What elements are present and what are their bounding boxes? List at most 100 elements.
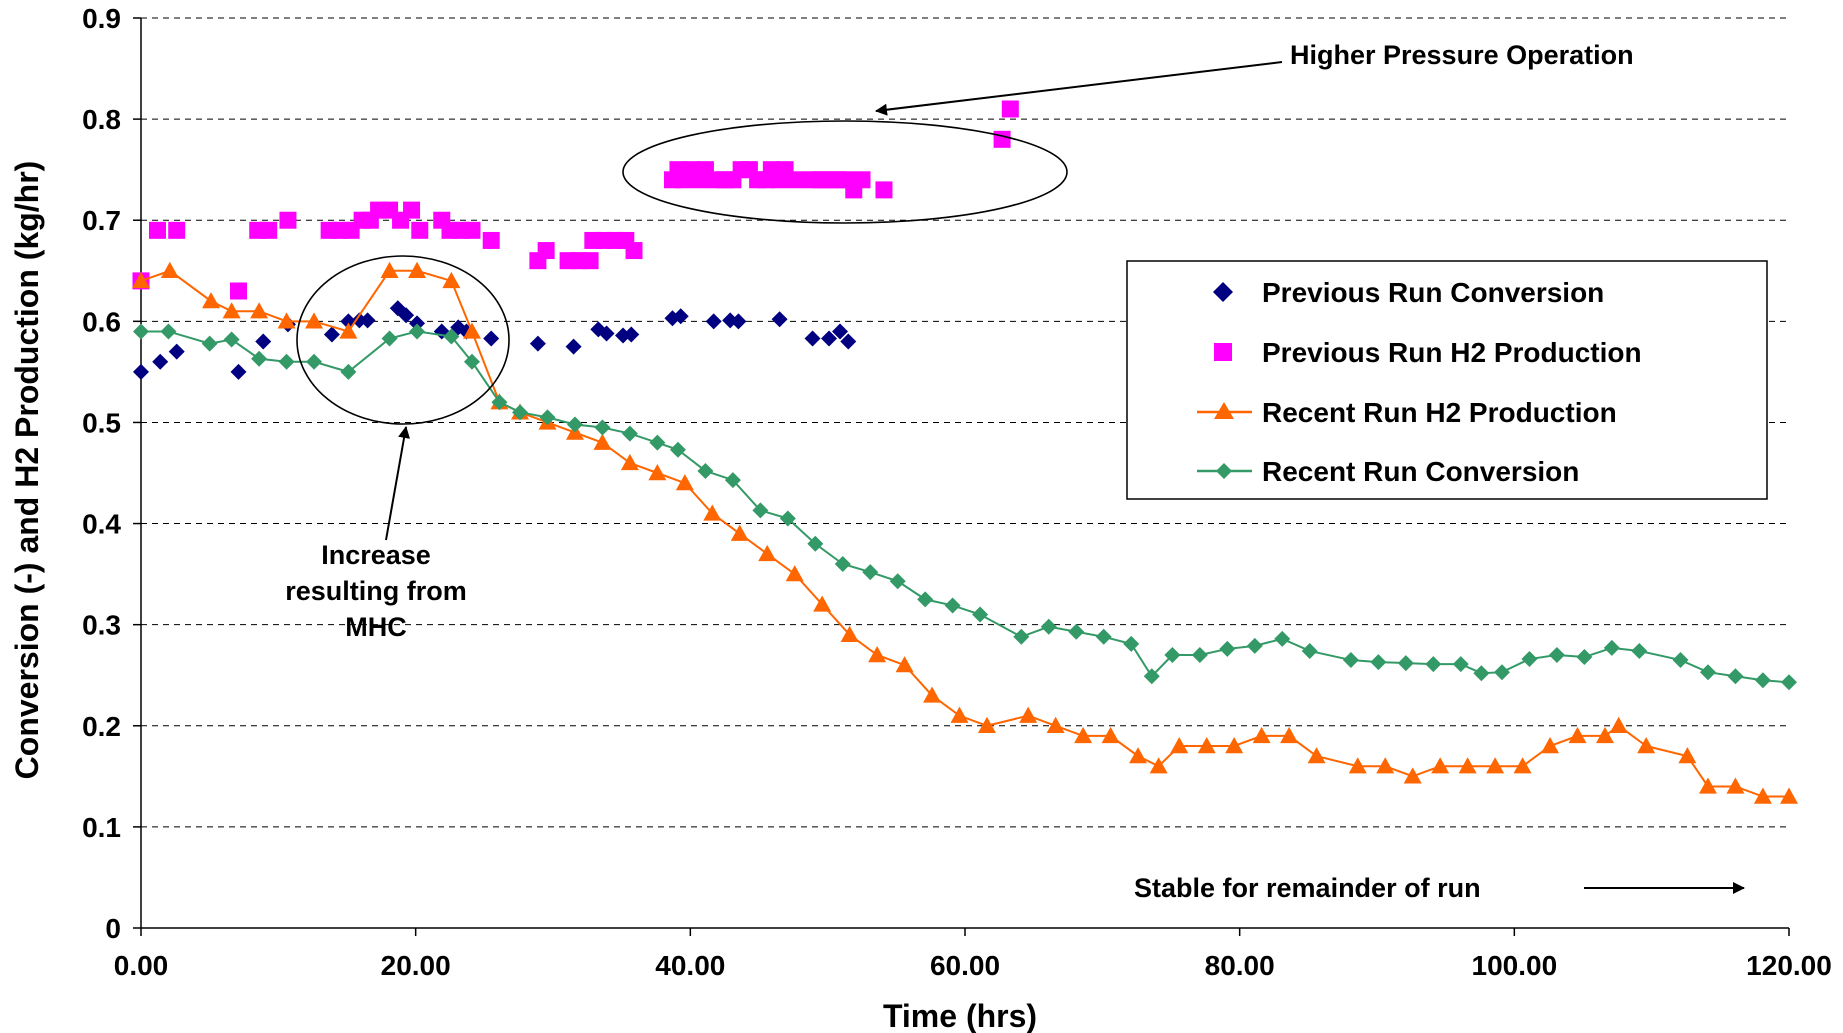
series-0-point-28 [771, 311, 788, 328]
series-2-point-47 [1458, 757, 1477, 774]
series-3-point-45 [1397, 655, 1414, 672]
series-3-point-2 [201, 335, 218, 352]
series-3-point-51 [1548, 647, 1565, 663]
series-3-point-35 [1123, 635, 1140, 652]
y-tick-label-4: 0.4 [82, 509, 121, 540]
series-2-point-26 [868, 646, 887, 663]
series-0-point-31 [832, 323, 849, 340]
mhc-increase-ellipse [296, 255, 510, 425]
series-3-point-49 [1493, 664, 1510, 681]
y-tick-label-7: 0.7 [82, 205, 121, 236]
series-1-point-15 [403, 201, 421, 219]
series-2-point-57 [1726, 777, 1745, 794]
series-3-point-34 [1095, 628, 1112, 645]
series-3-point-58 [1754, 672, 1771, 689]
series-3-point-39 [1219, 640, 1236, 657]
series-1-point-26 [581, 252, 599, 270]
x-tick-label-5: 100.00 [1472, 950, 1558, 981]
series-2-point-51 [1568, 726, 1587, 744]
series-2-point-37 [1170, 737, 1189, 754]
y-tick-label-2: 0.2 [82, 711, 121, 742]
series-1 [132, 100, 1019, 300]
series-0-point-9 [359, 312, 376, 329]
series-2-point-40 [1252, 726, 1271, 744]
series-2-point-4 [250, 302, 269, 319]
series-3-point-18 [649, 434, 666, 451]
series-1-point-31 [625, 242, 643, 260]
series-2-point-36 [1149, 757, 1168, 774]
series-2-point-21 [730, 524, 749, 541]
series-3-point-47 [1452, 656, 1469, 673]
series-2-point-6 [305, 312, 324, 329]
series-2-point-59 [1780, 787, 1798, 804]
series-3-point-37 [1164, 647, 1181, 663]
legend-item-previous-run-conversion: Previous Run Conversion [1213, 277, 1604, 308]
series-1-point-16 [411, 221, 429, 239]
annotation-mhc-line-3: MHC [345, 612, 407, 642]
series-3-point-3 [223, 331, 240, 348]
series-3-point-22 [752, 502, 769, 519]
y-axis-ticks: 0 0.1 0.2 0.3 0.4 0.5 0.6 0.7 0.8 0.9 [82, 3, 141, 944]
series-2-point-30 [977, 716, 996, 733]
series-3-point-7 [340, 363, 357, 380]
series-2-point-52 [1595, 726, 1614, 744]
series-3-point-12 [491, 394, 508, 411]
series-2-point-45 [1403, 767, 1422, 784]
legend-label-1: Previous Run H2 Production [1262, 337, 1642, 368]
y-tick-label-3: 0.3 [82, 610, 121, 641]
y-axis-title: Conversion (-) and H2 Production (kg/hr) [9, 161, 45, 780]
series-3-point-0 [133, 323, 149, 340]
series-3-point-15 [566, 416, 583, 433]
series-3-point-54 [1631, 642, 1648, 659]
series-3-point-24 [807, 535, 824, 552]
series-3-point-8 [381, 330, 398, 347]
series-3-point-46 [1425, 656, 1442, 673]
series-2-point-5 [277, 312, 296, 329]
series-2-point-53 [1609, 716, 1628, 733]
series-3-point-13 [512, 404, 529, 421]
series-3-point-28 [917, 591, 934, 608]
series-0-point-25 [705, 313, 722, 330]
series-0-point-11 [398, 307, 415, 324]
series-3-point-9 [409, 323, 426, 340]
series-0-point-8 [351, 312, 368, 329]
series-2-point-2 [202, 292, 221, 309]
y-tick-label-5: 0.5 [82, 407, 121, 438]
legend-item-recent-run-h2: Recent Run H2 Production [1197, 397, 1617, 428]
series-2-point-56 [1698, 777, 1717, 794]
series-3-point-16 [594, 419, 611, 436]
annotation-mhc-line-2: resulting from [285, 576, 467, 606]
series-2-point-16 [593, 433, 612, 450]
series-2-point-11 [462, 322, 481, 339]
y-tick-label-1: 0.1 [82, 812, 121, 843]
legend: Previous Run Conversion Previous Run H2 … [1126, 260, 1768, 500]
series-1-point-57 [993, 130, 1011, 148]
series-3-point-29 [944, 597, 961, 614]
annotation-mhc-line-1: Increase [321, 540, 431, 570]
series-3-point-25 [834, 556, 851, 572]
series-2-point-29 [950, 706, 969, 723]
legend-triangle-orange [1214, 402, 1234, 419]
series-0-point-2 [168, 343, 185, 360]
series-2-point-42 [1307, 747, 1326, 764]
series-3-point-1 [160, 323, 177, 340]
series-3-point-38 [1191, 647, 1208, 663]
series-2 [132, 261, 1798, 804]
x-tick-label-2: 40.00 [655, 950, 725, 981]
series-1-point-20 [463, 221, 481, 239]
series-0-point-32 [840, 333, 857, 350]
series-3-point-41 [1274, 630, 1291, 647]
series-3-point-32 [1040, 618, 1057, 635]
series-2-point-22 [758, 544, 777, 562]
series-3-point-33 [1068, 623, 1085, 640]
series-1-point-55 [853, 171, 871, 189]
series-3-point-52 [1576, 649, 1593, 666]
series-2-point-35 [1129, 747, 1148, 764]
series-2-point-17 [620, 453, 639, 471]
series-3-point-50 [1521, 651, 1538, 668]
series-3 [133, 323, 1797, 691]
series-3-point-36 [1143, 668, 1160, 685]
high-pressure-arrow [875, 61, 1283, 116]
series-1-point-21 [482, 231, 500, 249]
